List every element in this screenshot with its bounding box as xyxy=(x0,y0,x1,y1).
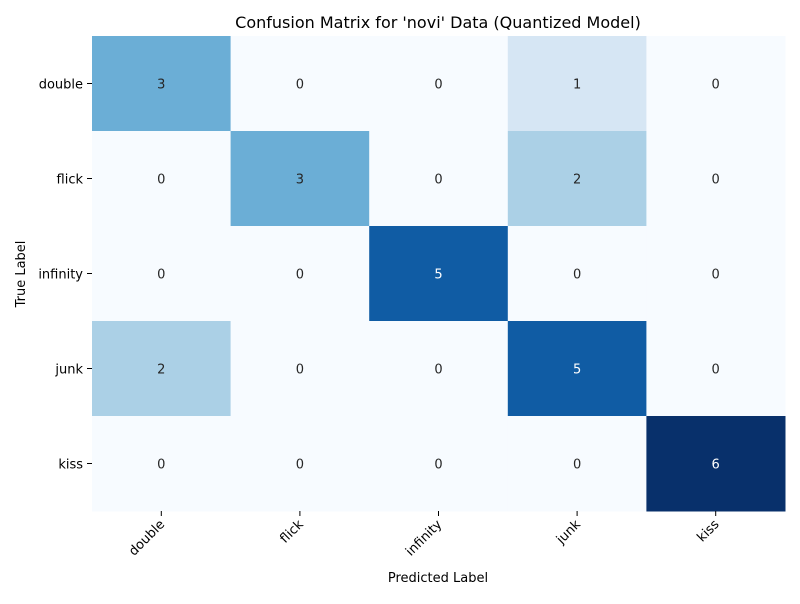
cell-value-label: 0 xyxy=(296,268,304,283)
heatmap-cell xyxy=(92,36,232,132)
heatmap-cells xyxy=(92,36,786,512)
heatmap-cell xyxy=(646,131,786,227)
x-tick-label: infinity xyxy=(403,517,445,559)
x-axis-label: Predicted Label xyxy=(388,571,488,586)
cell-value-label: 0 xyxy=(157,458,165,473)
heatmap-cell xyxy=(92,321,232,417)
cell-value-label: 0 xyxy=(712,78,720,93)
cell-value-label: 0 xyxy=(712,363,720,378)
heatmap-cell xyxy=(646,416,786,512)
heatmap-cell xyxy=(369,416,509,512)
x-tick-label: kiss xyxy=(694,517,722,545)
heatmap-cell xyxy=(646,321,786,417)
cell-value-labels: 3 0 0 1 0 0 3 0 2 0 0 0 5 0 0 2 0 0 5 0 0 0 0 0 6 xyxy=(157,78,720,473)
heatmap-cell xyxy=(230,416,370,512)
cell-value-label: 0 xyxy=(712,268,720,283)
cell-value-label: 0 xyxy=(296,458,304,473)
cell-value-label: 0 xyxy=(712,173,720,188)
cell-value-label: 0 xyxy=(157,268,165,283)
cell-value-label: 0 xyxy=(573,458,581,473)
heatmap-cell xyxy=(230,226,370,322)
y-tick-label: infinity xyxy=(38,268,83,283)
cell-value-label: 0 xyxy=(434,173,442,188)
cell-value-label: 5 xyxy=(573,363,581,378)
heatmap-cell xyxy=(646,36,786,132)
cell-value-label: 2 xyxy=(573,173,581,188)
cell-value-label: 6 xyxy=(712,458,720,473)
y-axis-label: True Label xyxy=(14,241,29,309)
cell-value-label: 3 xyxy=(157,78,165,93)
cell-value-label: 0 xyxy=(296,78,304,93)
cell-value-label: 0 xyxy=(157,173,165,188)
heatmap-cell xyxy=(92,416,232,512)
x-tick-label: junk xyxy=(553,517,584,548)
heatmap-cell xyxy=(230,131,370,227)
heatmap-cell xyxy=(646,226,786,322)
heatmap-cell xyxy=(507,321,647,417)
cell-value-label: 0 xyxy=(296,363,304,378)
x-tick-label: flick xyxy=(277,517,307,547)
heatmap-cell xyxy=(369,321,509,417)
heatmap-cell xyxy=(369,226,509,322)
y-tick-label: flick xyxy=(57,173,84,188)
heatmap-cell xyxy=(92,226,232,322)
heatmap-cell xyxy=(230,321,370,417)
cell-value-label: 0 xyxy=(434,458,442,473)
heatmap-cell xyxy=(369,131,509,227)
cell-value-label: 5 xyxy=(434,268,442,283)
cell-value-label: 0 xyxy=(434,78,442,93)
y-tick-label: kiss xyxy=(58,458,83,473)
chart-title: Confusion Matrix for 'novi' Data (Quanti… xyxy=(235,13,641,32)
x-tick-label: double xyxy=(126,517,168,559)
heatmap-cell xyxy=(507,131,647,227)
cell-value-label: 0 xyxy=(573,268,581,283)
y-axis: double flick infinity junk kiss xyxy=(38,78,92,473)
y-tick-label: junk xyxy=(54,363,83,378)
y-tick-label: double xyxy=(39,78,83,93)
cell-value-label: 0 xyxy=(434,363,442,378)
heatmap-cell xyxy=(507,36,647,132)
heatmap-cell xyxy=(507,226,647,322)
heatmap-cell xyxy=(369,36,509,132)
cell-value-label: 3 xyxy=(296,173,304,188)
heatmap-cell xyxy=(230,36,370,132)
cell-value-label: 2 xyxy=(157,363,165,378)
cell-value-label: 1 xyxy=(573,78,581,93)
heatmap-cell xyxy=(507,416,647,512)
x-axis: double flick infinity junk kiss xyxy=(126,511,723,559)
heatmap-cell xyxy=(92,131,232,227)
